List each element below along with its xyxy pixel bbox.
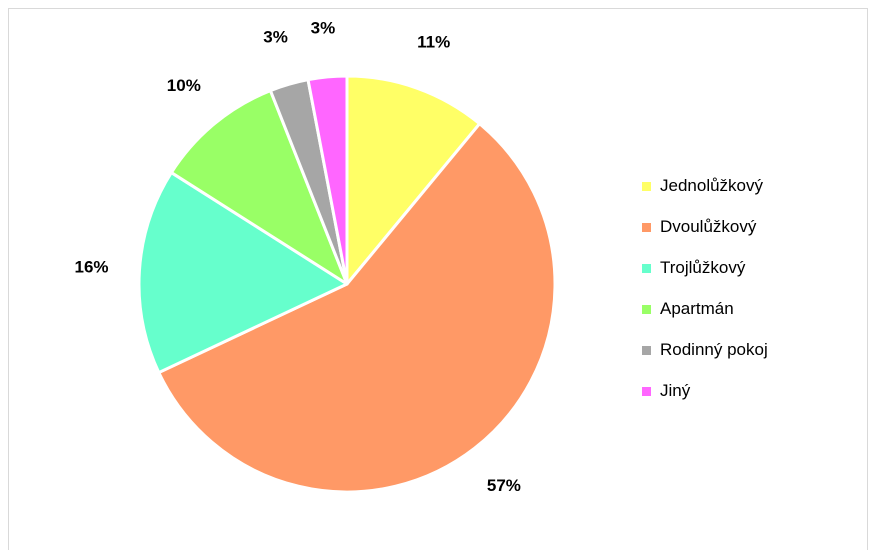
legend-label: Jiný [660, 381, 691, 400]
data-label-5: 3% [263, 28, 288, 47]
legend-swatch [642, 345, 651, 355]
legend-label: Apartmán [660, 299, 734, 318]
legend-label: Rodinný pokoj [660, 340, 768, 359]
pie-slice-6 [306, 74, 349, 286]
pie-slice-2 [157, 122, 557, 494]
pie-slice-4 [169, 89, 349, 286]
legend-item: Dvoulůžkový [642, 213, 768, 241]
legend-item: Trojlůžkový [642, 254, 768, 282]
legend-label: Trojlůžkový [660, 258, 746, 277]
legend-item: Apartmán [642, 295, 768, 323]
legend-item: Jiný [642, 377, 768, 405]
data-label-3: 16% [74, 257, 108, 276]
legend-label: Jednolůžkový [660, 176, 764, 195]
data-label-6: 3% [311, 19, 336, 38]
legend-label: Dvoulůžkový [660, 217, 757, 236]
legend-swatch [642, 304, 651, 314]
pie-slice-1 [345, 74, 482, 286]
data-label-1: 11% [417, 33, 450, 52]
legend: Jednolůžkový Dvoulůžkový Trojlůžkový Apartm… [642, 172, 768, 418]
pie-slice-3 [137, 171, 349, 375]
data-label-4: 10% [167, 76, 201, 95]
legend-item: Jednolůžkový [642, 172, 768, 200]
data-label-2: 57% [487, 476, 521, 495]
legend-swatch [642, 181, 651, 191]
legend-swatch [642, 263, 651, 273]
legend-swatch [642, 386, 651, 396]
legend-swatch [642, 222, 651, 232]
legend-item: Rodinný pokoj [642, 336, 768, 364]
